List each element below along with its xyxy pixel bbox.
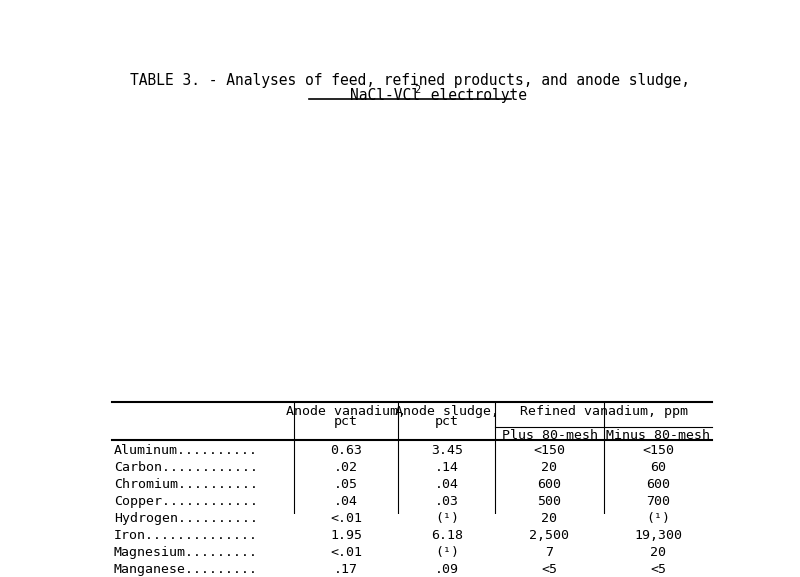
Text: Plus 80-mesh: Plus 80-mesh (502, 429, 598, 442)
Text: 600: 600 (538, 478, 562, 491)
Text: .05: .05 (334, 478, 358, 491)
Text: (¹): (¹) (435, 546, 459, 559)
Text: <5: <5 (650, 563, 666, 576)
Text: <.01: <.01 (330, 546, 362, 559)
Text: TABLE 3. - Analyses of feed, refined products, and anode sludge,: TABLE 3. - Analyses of feed, refined pro… (130, 73, 690, 88)
Text: 6.18: 6.18 (431, 529, 463, 542)
Text: 20: 20 (650, 546, 666, 559)
Text: 500: 500 (538, 495, 562, 508)
Text: Manganese.........: Manganese......... (114, 563, 258, 576)
Text: Anode vanadium,: Anode vanadium, (286, 405, 406, 418)
Text: 3.45: 3.45 (431, 444, 463, 457)
Text: Iron..............: Iron.............. (114, 529, 258, 542)
Text: 2,500: 2,500 (530, 529, 570, 542)
Text: <150: <150 (642, 444, 674, 457)
Text: Anode sludge,: Anode sludge, (395, 405, 499, 418)
Text: Refined vanadium, ppm: Refined vanadium, ppm (520, 405, 688, 418)
Text: Aluminum..........: Aluminum.......... (114, 444, 258, 457)
Text: Minus 80-mesh: Minus 80-mesh (606, 429, 710, 442)
Text: .02: .02 (334, 461, 358, 474)
Text: 7: 7 (546, 546, 554, 559)
Text: .03: .03 (435, 495, 459, 508)
Text: electrolyte: electrolyte (422, 88, 527, 103)
Text: (¹): (¹) (435, 512, 459, 525)
Text: 0.63: 0.63 (330, 444, 362, 457)
Text: 600: 600 (646, 478, 670, 491)
Text: Hydrogen..........: Hydrogen.......... (114, 512, 258, 525)
Text: .17: .17 (334, 563, 358, 576)
Text: .09: .09 (435, 563, 459, 576)
Text: NaCl-VCl: NaCl-VCl (350, 88, 419, 103)
Text: Chromium..........: Chromium.......... (114, 478, 258, 491)
Text: (¹): (¹) (646, 512, 670, 525)
Text: 19,300: 19,300 (634, 529, 682, 542)
Text: <150: <150 (534, 444, 566, 457)
Text: Carbon............: Carbon............ (114, 461, 258, 474)
Text: Magnesium.........: Magnesium......... (114, 546, 258, 559)
Text: pct: pct (334, 415, 358, 428)
Text: .04: .04 (334, 495, 358, 508)
Text: Copper............: Copper............ (114, 495, 258, 508)
Text: 700: 700 (646, 495, 670, 508)
Text: 20: 20 (542, 461, 558, 474)
Text: <.01: <.01 (330, 512, 362, 525)
Text: 60: 60 (650, 461, 666, 474)
Text: 20: 20 (542, 512, 558, 525)
Text: .04: .04 (435, 478, 459, 491)
Text: 1.95: 1.95 (330, 529, 362, 542)
Text: .14: .14 (435, 461, 459, 474)
Text: pct: pct (435, 415, 459, 428)
Text: 2: 2 (414, 85, 421, 95)
Text: <5: <5 (542, 563, 558, 576)
